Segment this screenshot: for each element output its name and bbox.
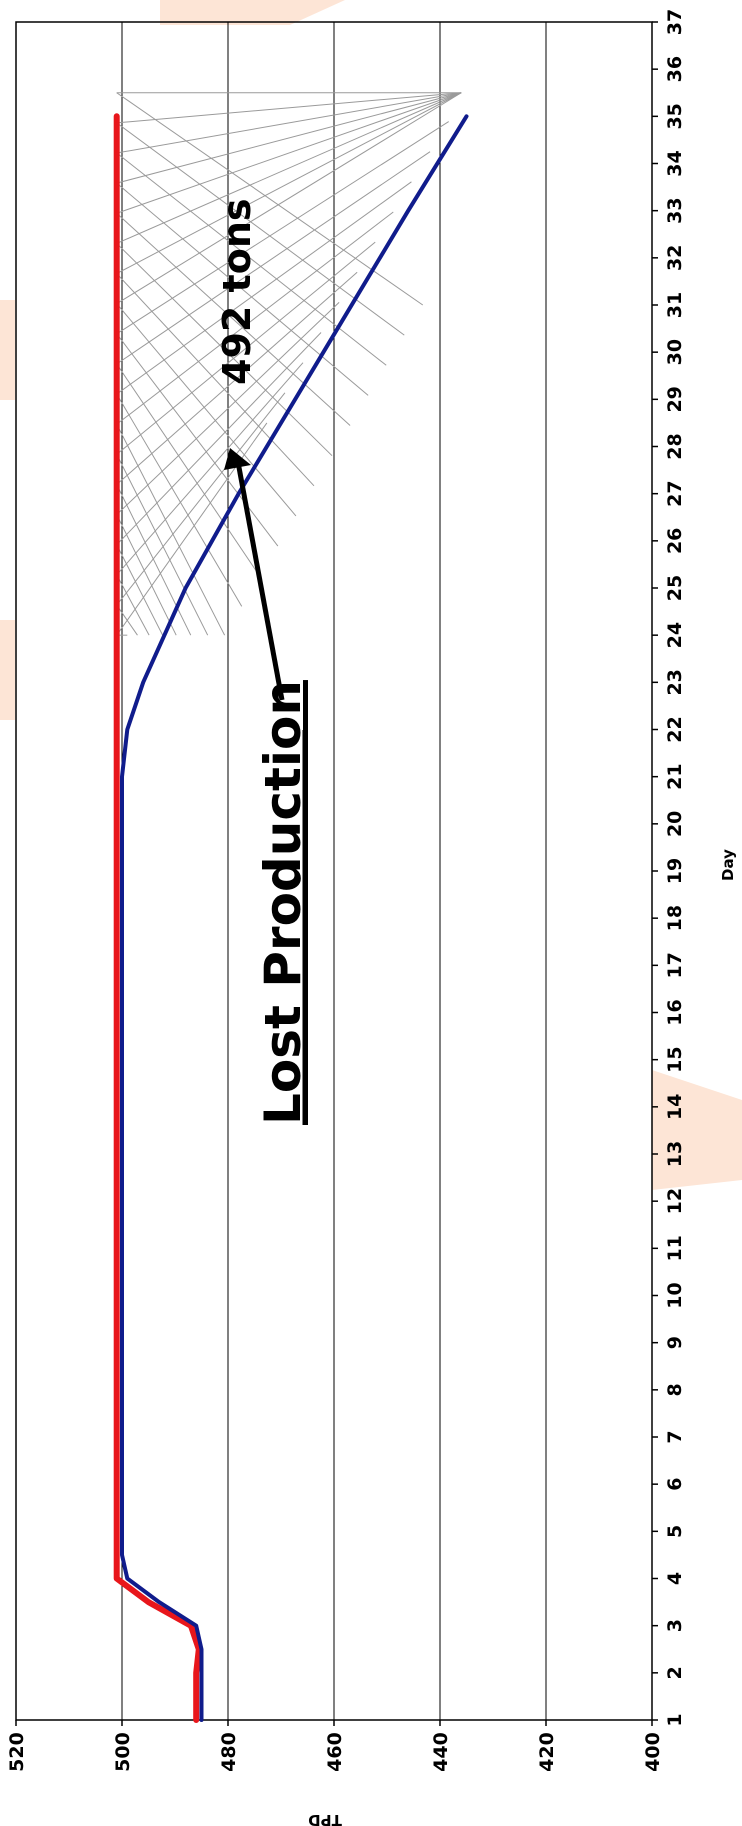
x-tick-label: 4 [664, 1572, 686, 1585]
hatch-line [116, 92, 462, 214]
hatch-line [116, 92, 462, 124]
arrow-head [224, 448, 251, 470]
gridlines [121, 22, 547, 1720]
x-tick-label: 5 [664, 1525, 686, 1538]
hatch-line [116, 152, 387, 366]
x-tick-label: 15 [664, 1046, 686, 1072]
lost-tons-label: 492 tons [215, 199, 259, 386]
hatch-line [116, 182, 369, 396]
hatch-line [116, 514, 177, 636]
x-tick-label: 19 [664, 858, 686, 884]
x-tick-label: 18 [664, 905, 686, 931]
hatch-line [116, 454, 209, 636]
hatch-line [116, 92, 462, 274]
y-tick-label: 400 [642, 1732, 664, 1772]
x-tick-label: 9 [664, 1336, 686, 1349]
y-axis-title: TPD [308, 1811, 342, 1826]
x-tick-label: 12 [664, 1188, 686, 1214]
hatch-line [116, 484, 192, 636]
x-tick-label: 14 [664, 1094, 686, 1120]
x-tick-label: 6 [664, 1478, 686, 1491]
x-tick-label: 27 [664, 480, 686, 506]
hatch-line [116, 271, 358, 485]
hatch-line [116, 333, 279, 547]
series-line-1 [113, 113, 202, 1723]
x-tick-label: 8 [664, 1383, 686, 1396]
series-line-2 [120, 114, 469, 1722]
x-tick-label: 28 [664, 433, 686, 459]
x-tick-label: 29 [664, 386, 686, 412]
hatch-line [116, 604, 138, 636]
x-tick-label: 7 [664, 1430, 686, 1443]
y-axis: 400 420 440 460 480 500 520 [6, 1720, 664, 1772]
hatch-line [116, 211, 394, 425]
x-tick-label: 16 [664, 999, 686, 1025]
x-tick-label: 31 [664, 292, 686, 318]
x-tick-label: 17 [664, 952, 686, 978]
x-tick-label: 23 [664, 669, 686, 695]
watermark [0, 0, 742, 1190]
x-axis-title: Day [719, 849, 737, 881]
x-tick-label: 21 [664, 763, 686, 789]
x-tick-label: 24 [664, 622, 686, 648]
hatch-line [116, 212, 351, 426]
x-tick-label: 35 [664, 103, 686, 129]
hatch-line [116, 243, 333, 457]
hatch-line [116, 151, 431, 365]
hatch-line [116, 302, 340, 515]
x-tick-label: 30 [664, 339, 686, 365]
x-tick-label: 3 [664, 1619, 686, 1632]
x-tick-label: 11 [664, 1235, 686, 1261]
hatch-line [116, 544, 164, 636]
y-tick-label: 520 [6, 1732, 28, 1772]
hatch-line [116, 423, 226, 636]
hatch-line [116, 122, 405, 336]
hatch-line [116, 574, 150, 636]
x-tick-label: 2 [664, 1666, 686, 1679]
hatch-line [116, 273, 315, 487]
hatch-line [116, 393, 243, 607]
y-tick-label: 500 [112, 1732, 134, 1772]
x-tick-label: 33 [664, 197, 686, 223]
hatch-line [116, 241, 376, 455]
series-group [113, 113, 469, 1723]
hatch-line [116, 92, 462, 154]
x-tick-label: 37 [664, 9, 686, 35]
annotation-arrow [224, 448, 285, 701]
x-axis: 1234567891011121314151617181920212223242… [652, 9, 686, 1727]
x-tick-label: 1 [664, 1713, 686, 1726]
hatch-line [116, 363, 261, 577]
hatch-line [116, 392, 286, 606]
x-tick-label: 10 [664, 1282, 686, 1308]
hatch-line [116, 303, 297, 517]
hatch-line [116, 181, 412, 395]
x-tick-label: 25 [664, 575, 686, 601]
x-tick-label: 13 [664, 1141, 686, 1167]
hatch-line [116, 92, 462, 244]
hatch-line [116, 362, 304, 576]
x-tick-label: 36 [664, 56, 686, 82]
x-tick-label: 32 [664, 245, 686, 271]
x-tick-label: 26 [664, 528, 686, 554]
hatch-line [116, 92, 462, 305]
y-tick-label: 440 [430, 1732, 452, 1772]
x-tick-label: 22 [664, 716, 686, 742]
lost-production-label: Lost Production [254, 680, 312, 1125]
x-tick-label: 20 [664, 811, 686, 837]
y-tick-label: 480 [218, 1732, 240, 1772]
x-tick-label: 34 [664, 150, 686, 176]
hatch-line [116, 92, 462, 184]
lost-production-hatch [116, 92, 462, 636]
y-tick-label: 460 [324, 1732, 346, 1772]
y-tick-label: 420 [536, 1732, 558, 1772]
